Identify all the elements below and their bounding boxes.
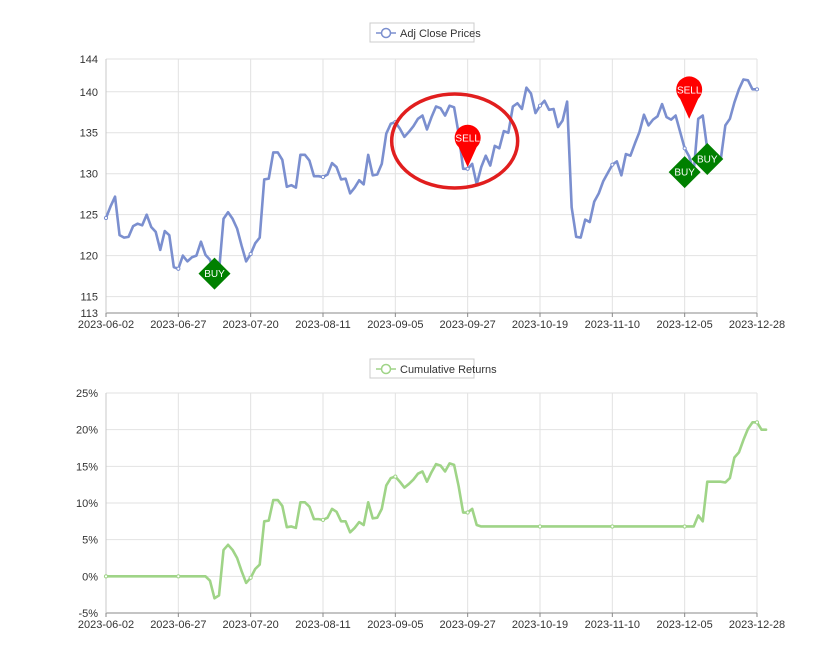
sell-label: SELL [677, 85, 702, 96]
data-point [682, 524, 687, 529]
x-tick-label: 2023-09-05 [367, 619, 423, 631]
sell-pin [454, 124, 481, 168]
y-tick-label: 113 [80, 308, 98, 320]
y-tick-label: 0% [82, 571, 98, 583]
buy-diamond [691, 142, 724, 175]
x-tick-label: 2023-12-28 [729, 319, 785, 331]
data-point [754, 87, 760, 92]
data-point [754, 420, 760, 425]
x-tick-label: 2023-06-02 [78, 319, 134, 331]
x-tick-label: 2023-10-19 [512, 619, 568, 631]
legend-box [369, 22, 475, 43]
x-tick-label: 2023-07-20 [223, 619, 279, 631]
data-point [465, 166, 470, 171]
data-point [176, 266, 181, 271]
legend-box [369, 358, 475, 379]
data-point [393, 474, 398, 479]
data-point [320, 174, 326, 180]
y-tick-label: 125 [80, 210, 98, 222]
series-line [104, 421, 768, 600]
series-line [104, 78, 759, 275]
y-tick-label: 130 [80, 169, 98, 181]
legend[interactable]: Adj Close Prices [369, 22, 481, 43]
data-point [610, 524, 615, 529]
y-tick-label: 115 [80, 292, 98, 304]
y-tick-label: 135 [80, 128, 98, 140]
y-tick-label: 20% [76, 425, 98, 437]
y-tick-label: 140 [80, 87, 98, 99]
y-tick-label: 5% [82, 535, 98, 547]
sell-label: SELL [455, 134, 480, 145]
x-tick-label: 2023-12-28 [729, 619, 785, 631]
returns-chart: -5% 0% 5% 10% 15% 20% 25% 2023-06-02 2023-06-27 2… [76, 358, 785, 631]
data-point [682, 146, 687, 151]
data-point [465, 510, 470, 515]
buy-diamond [668, 156, 701, 189]
x-tick-label: 2023-11-10 [585, 619, 640, 631]
legend-label: Cumulative Returns [400, 364, 497, 376]
data-point [103, 574, 109, 579]
y-tick-label: 15% [76, 461, 98, 473]
y-tick-label: 25% [76, 388, 98, 400]
data-point [176, 574, 181, 579]
x-tick-label: 2023-09-27 [440, 619, 496, 631]
buy-marker: BUY [691, 142, 724, 175]
legend[interactable]: Cumulative Returns [369, 358, 497, 379]
x-tick-label: 2023-12-05 [657, 619, 713, 631]
x-tick-label: 2023-07-20 [223, 319, 279, 331]
x-tick-label: 2023-06-02 [78, 619, 134, 631]
data-point [320, 517, 326, 522]
sell-pin [676, 76, 703, 119]
x-tick-label: 2023-06-27 [150, 319, 206, 331]
buy-label: BUY [674, 168, 695, 179]
highlight-ellipse [389, 92, 520, 190]
data-point [537, 103, 543, 108]
x-tick-label: 2023-06-27 [150, 619, 206, 631]
y-tick-label: -5% [78, 608, 98, 620]
price-chart: 113 115 120 125 130 135 140 144 2023-06-02 2023-0… [78, 22, 785, 331]
data-point [248, 575, 253, 580]
y-tick-label: 120 [80, 251, 98, 263]
data-point [610, 162, 615, 167]
x-tick-label: 2023-12-05 [657, 319, 713, 331]
buy-diamond [198, 257, 231, 290]
y-tick-label: 10% [76, 498, 98, 510]
x-tick-label: 2023-11-10 [585, 319, 640, 331]
data-point [537, 524, 543, 529]
x-tick-label: 2023-09-05 [367, 319, 423, 331]
x-tick-label: 2023-08-11 [295, 619, 350, 631]
data-point [103, 215, 109, 221]
legend-swatch-marker [380, 363, 392, 375]
sell-marker: SELL [454, 124, 481, 168]
y-tick-label: 144 [80, 54, 98, 66]
legend-label: Adj Close Prices [400, 28, 481, 40]
sell-marker: SELL [676, 76, 703, 119]
buy-label: BUY [697, 154, 718, 165]
x-tick-label: 2023-08-11 [295, 319, 350, 331]
data-point [248, 251, 253, 257]
x-tick-label: 2023-09-27 [440, 319, 496, 331]
buy-label: BUY [204, 269, 225, 280]
legend-swatch-marker [380, 27, 392, 39]
buy-marker: BUY [668, 156, 701, 189]
x-tick-label: 2023-10-19 [512, 319, 568, 331]
buy-marker: BUY [198, 257, 231, 290]
